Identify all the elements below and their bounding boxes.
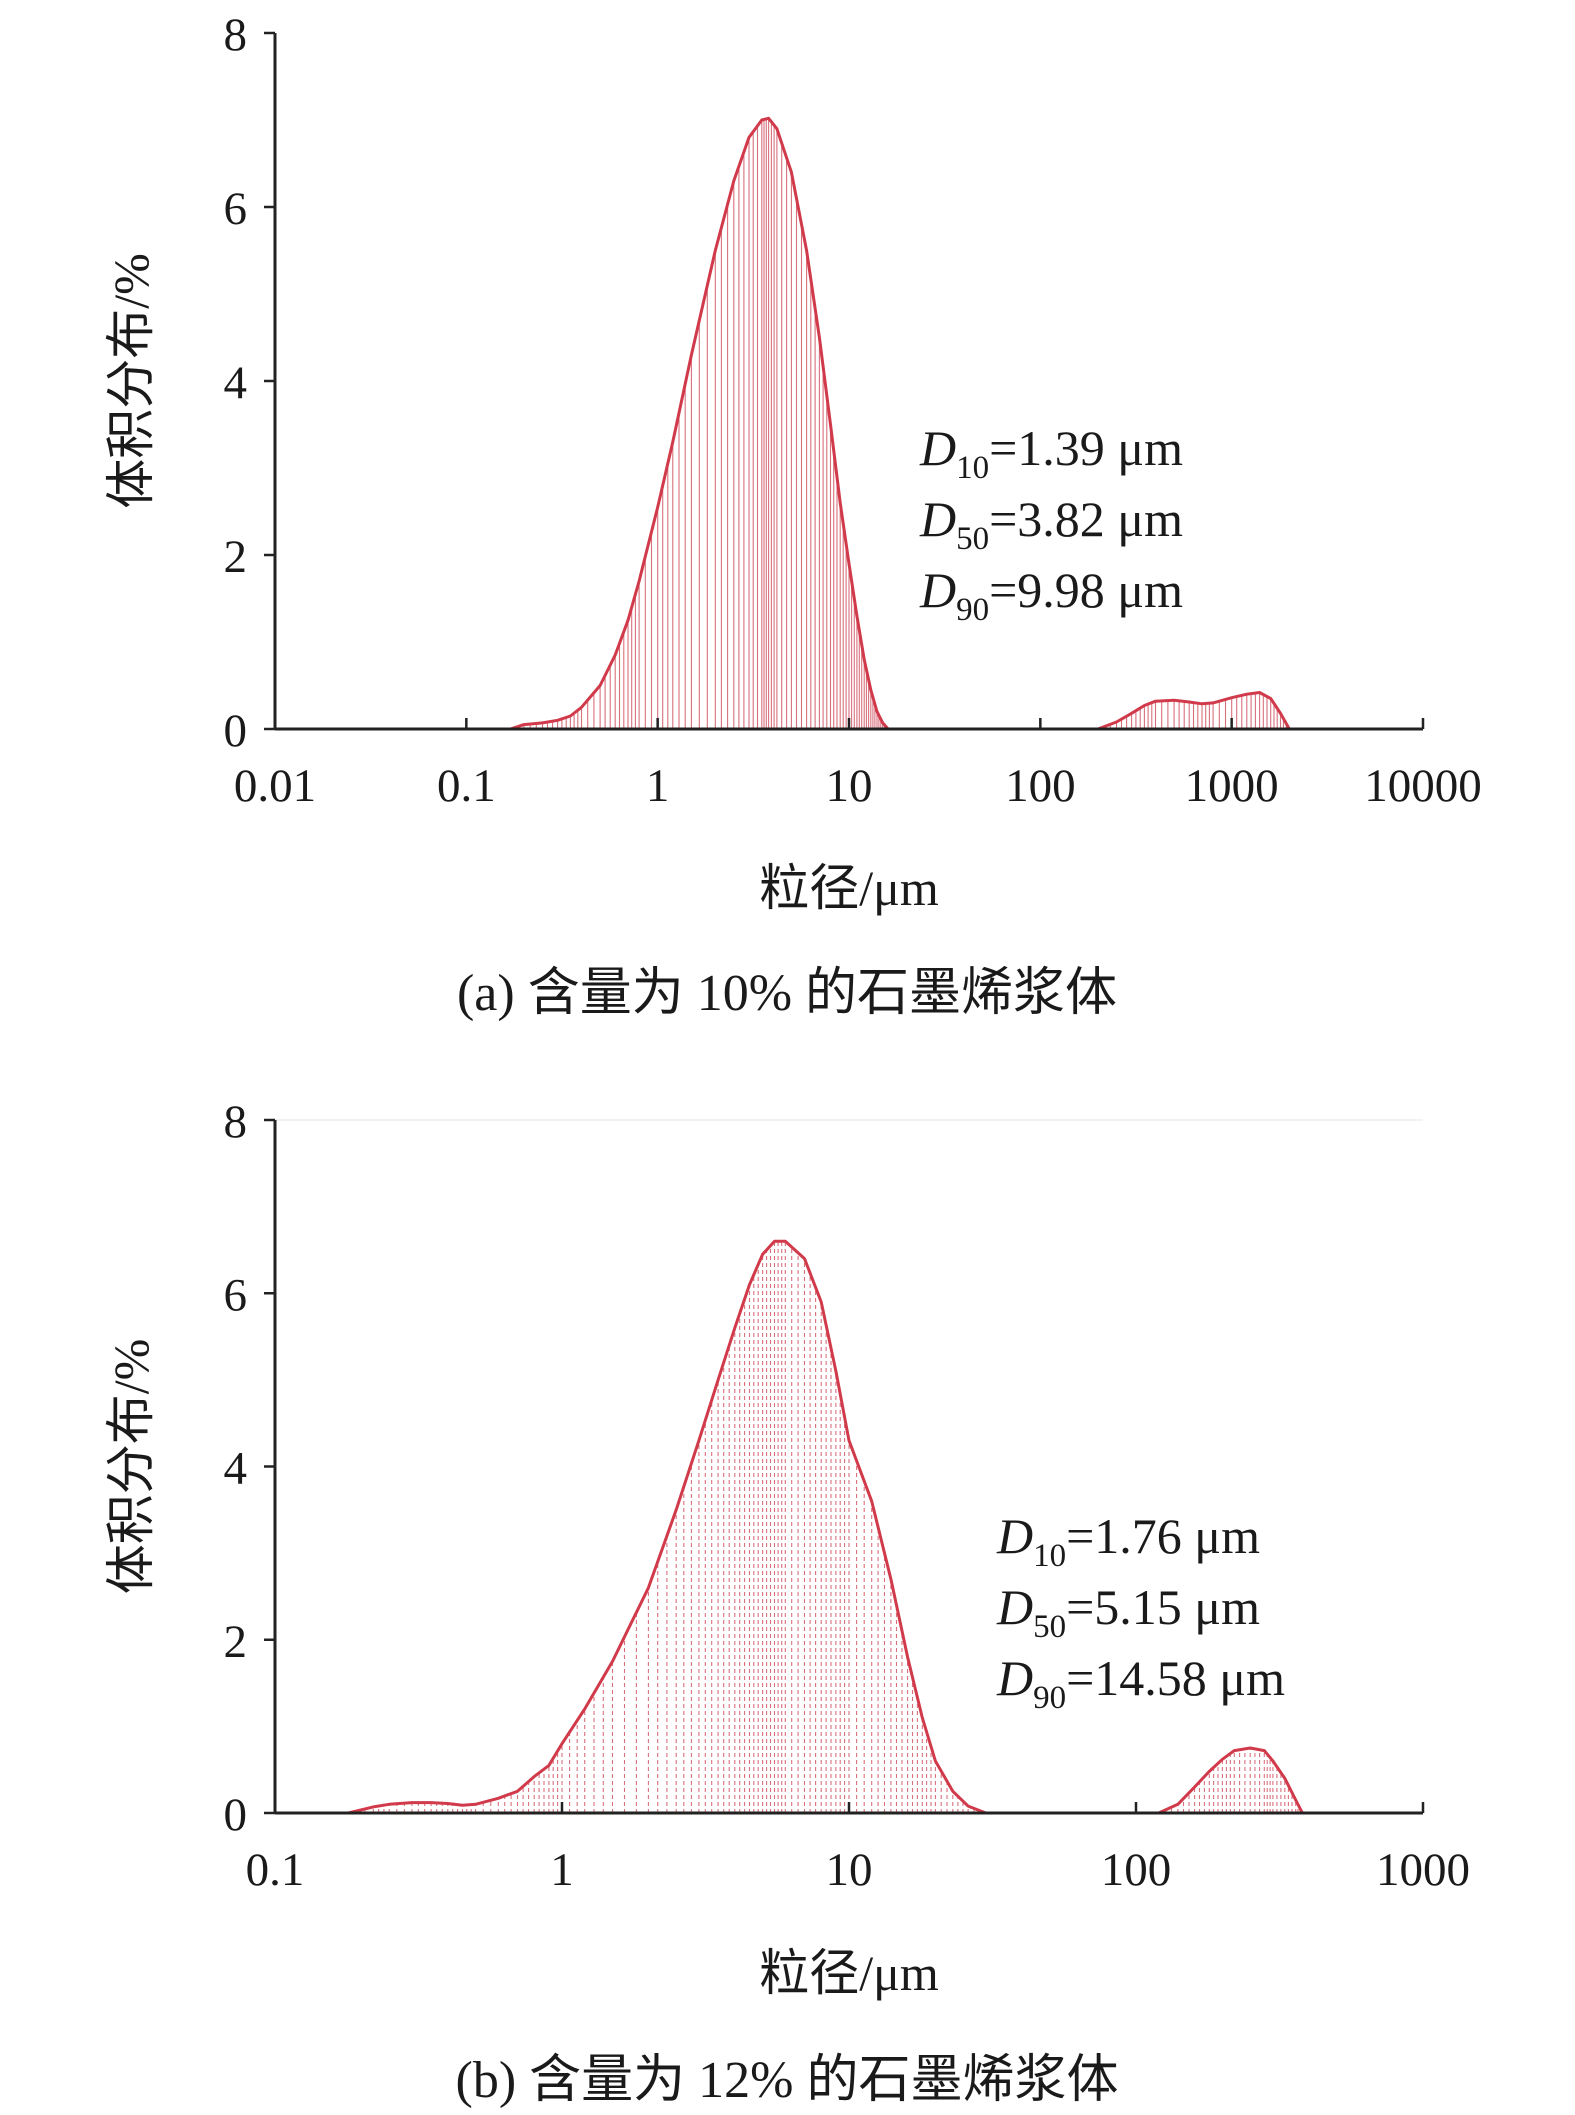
x-tick-label: 1: [550, 1844, 574, 1896]
y-tick-label: 8: [224, 1096, 248, 1148]
x-tick-label: 0.1: [437, 760, 496, 812]
x-axis-label: 粒径/μm: [759, 860, 939, 916]
annotation-symbol: D: [996, 1650, 1033, 1706]
y-tick-label: 8: [224, 9, 248, 61]
annotation-symbol: D: [996, 1579, 1033, 1635]
annotation-subscript: 50: [956, 521, 989, 557]
distribution-curve-2: [1158, 1746, 1304, 1815]
annotation-value: =14.58 μm: [1066, 1650, 1285, 1706]
annotation-subscript: 90: [1033, 1680, 1066, 1716]
y-tick-label: 4: [224, 357, 248, 409]
annotation-subscript: 50: [1033, 1609, 1066, 1645]
x-tick-label: 10: [826, 1844, 873, 1896]
annotation-d50: D50=5.15 μm: [996, 1579, 1260, 1645]
figure-caption: (a) 含量为 10% 的石墨烯浆体: [457, 965, 1117, 1022]
y-tick-label: 2: [224, 531, 248, 583]
annotation-subscript: 10: [1033, 1538, 1066, 1574]
x-tick-label: 0.1: [246, 1844, 305, 1896]
x-tick-label: 10000: [1364, 760, 1482, 812]
figure-caption: (b) 含量为 12% 的石墨烯浆体: [456, 2052, 1119, 2109]
annotation-d10: D10=1.39 μm: [919, 420, 1183, 486]
annotation-subscript: 10: [956, 450, 989, 486]
annotation-value: =3.82 μm: [989, 491, 1183, 547]
x-tick-label: 100: [1005, 760, 1076, 812]
x-tick-label: 100: [1101, 1844, 1172, 1896]
y-axis-label: 体积分布/%: [103, 1339, 159, 1595]
annotation-symbol: D: [919, 420, 956, 476]
y-tick-label: 6: [224, 183, 248, 235]
y-tick-label: 4: [224, 1443, 248, 1495]
annotation-symbol: D: [919, 491, 956, 547]
y-tick-label: 2: [224, 1616, 248, 1668]
annotation-subscript: 90: [956, 592, 989, 628]
annotation-d90: D90=9.98 μm: [919, 562, 1183, 628]
annotation-symbol: D: [919, 562, 956, 618]
annotation-value: =9.98 μm: [989, 562, 1183, 618]
y-tick-label: 0: [224, 1789, 248, 1841]
hatch-lines: [518, 118, 1287, 729]
hatch-lines: [356, 1241, 1301, 1813]
annotation-d90: D90=14.58 μm: [996, 1650, 1285, 1716]
x-tick-label: 1000: [1185, 760, 1279, 812]
x-tick-label: 1000: [1376, 1844, 1470, 1896]
annotation-value: =5.15 μm: [1066, 1579, 1260, 1635]
annotation-value: =1.76 μm: [1066, 1508, 1260, 1564]
x-tick-label: 1: [646, 760, 670, 812]
y-tick-label: 6: [224, 1269, 248, 1321]
distribution-curve-1: [347, 1239, 987, 1815]
y-axis-label: 体积分布/%: [103, 253, 159, 509]
x-axis-label: 粒径/μm: [759, 1945, 939, 2001]
annotation-symbol: D: [996, 1508, 1033, 1564]
y-tick-label: 0: [224, 705, 248, 757]
x-tick-label: 0.01: [234, 760, 316, 812]
distribution-curve-2: [1097, 691, 1291, 731]
annotation-d50: D50=3.82 μm: [919, 491, 1183, 557]
annotation-d10: D10=1.76 μm: [996, 1508, 1260, 1574]
distribution-curve-1: [509, 116, 890, 731]
annotation-value: =1.39 μm: [989, 420, 1183, 476]
x-tick-label: 10: [826, 760, 873, 812]
